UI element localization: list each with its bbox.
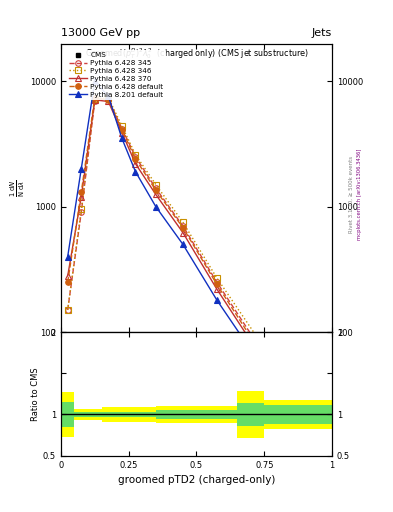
Pythia 6.428 345 [106, 96, 111, 102]
Pythia 8.201 default [181, 241, 185, 247]
Pythia 6.428 370 [119, 130, 124, 136]
Pythia 6.428 346 [106, 95, 111, 101]
Pythia 6.428 370 [255, 348, 260, 354]
Pythia 8.201 default [92, 78, 97, 84]
Text: Rivet 3.1.10, ≥ 500k events: Rivet 3.1.10, ≥ 500k events [349, 156, 354, 233]
Pythia 6.428 345 [255, 341, 260, 347]
Pythia 6.428 370 [181, 229, 185, 236]
Pythia 6.428 346 [133, 152, 138, 158]
Pythia 8.201 default [79, 166, 84, 172]
Pythia 6.428 370 [296, 422, 301, 429]
Pythia 8.201 default [153, 204, 158, 210]
Y-axis label: Ratio to CMS: Ratio to CMS [31, 367, 40, 421]
Pythia 6.428 345 [153, 185, 158, 191]
Y-axis label: $\frac{1}{\mathrm{N}}\frac{\mathrm{d}N}{\mathrm{d}\lambda}$: $\frac{1}{\mathrm{N}}\frac{\mathrm{d}N}{… [9, 179, 27, 197]
Pythia 6.428 345 [133, 154, 138, 160]
Pythia 6.428 370 [65, 273, 70, 279]
Pythia 6.428 default [296, 417, 301, 423]
Pythia 6.428 345 [296, 417, 301, 423]
Pythia 6.428 346 [92, 96, 97, 102]
Pythia 6.428 346 [255, 335, 260, 341]
Pythia 6.428 346 [296, 412, 301, 418]
Legend: CMS, Pythia 6.428 345, Pythia 6.428 346, Pythia 6.428 370, Pythia 6.428 default,: CMS, Pythia 6.428 345, Pythia 6.428 346,… [67, 50, 165, 100]
Pythia 6.428 346 [215, 275, 219, 281]
Pythia 6.428 370 [133, 161, 138, 167]
Pythia 8.201 default [255, 357, 260, 363]
Pythia 6.428 346 [65, 307, 70, 313]
Text: 13000 GeV pp: 13000 GeV pp [61, 28, 140, 38]
Pythia 6.428 default [255, 345, 260, 351]
Pythia 8.201 default [119, 135, 124, 141]
Pythia 6.428 345 [79, 209, 84, 216]
Pythia 6.428 370 [106, 98, 111, 104]
Pythia 6.428 default [92, 95, 97, 101]
Pythia 6.428 default [65, 279, 70, 285]
Pythia 6.428 default [133, 156, 138, 162]
Pythia 6.428 345 [215, 279, 219, 285]
Pythia 8.201 default [133, 168, 138, 175]
Pythia 6.428 346 [119, 123, 124, 129]
Pythia 6.428 default [181, 225, 185, 231]
Pythia 6.428 default [106, 97, 111, 103]
X-axis label: groomed pTD2 (charged-only): groomed pTD2 (charged-only) [118, 475, 275, 485]
Pythia 8.201 default [106, 93, 111, 99]
Pythia 6.428 370 [153, 191, 158, 198]
Pythia 6.428 345 [181, 223, 185, 229]
Pythia 6.428 default [119, 127, 124, 133]
Pythia 6.428 370 [92, 97, 97, 103]
Pythia 6.428 345 [119, 125, 124, 132]
Pythia 8.201 default [65, 253, 70, 260]
Pythia 6.428 default [79, 189, 84, 196]
Text: mcplots.cern.ch [arXiv:1306.3436]: mcplots.cern.ch [arXiv:1306.3436] [357, 149, 362, 240]
Pythia 6.428 default [215, 281, 219, 287]
Pythia 6.428 370 [79, 194, 84, 200]
Pythia 6.428 345 [92, 98, 97, 104]
Pythia 6.428 346 [79, 206, 84, 212]
Text: Groomed$(p_T^D)^2\lambda_0^2$  (charged only) (CMS jet substructure): Groomed$(p_T^D)^2\lambda_0^2$ (charged o… [84, 47, 309, 61]
Pythia 6.428 346 [181, 219, 185, 225]
Line: Pythia 6.428 345: Pythia 6.428 345 [65, 96, 301, 422]
Pythia 6.428 345 [65, 307, 70, 313]
Pythia 8.201 default [296, 432, 301, 438]
Pythia 6.428 370 [215, 286, 219, 292]
Pythia 6.428 346 [153, 181, 158, 187]
Line: Pythia 6.428 346: Pythia 6.428 346 [65, 95, 301, 417]
Line: Pythia 6.428 370: Pythia 6.428 370 [65, 97, 301, 428]
Line: Pythia 8.201 default: Pythia 8.201 default [65, 78, 301, 438]
Line: Pythia 6.428 default: Pythia 6.428 default [65, 95, 301, 422]
Pythia 8.201 default [215, 297, 219, 303]
Text: Jets: Jets [312, 28, 332, 38]
Pythia 6.428 default [153, 187, 158, 194]
